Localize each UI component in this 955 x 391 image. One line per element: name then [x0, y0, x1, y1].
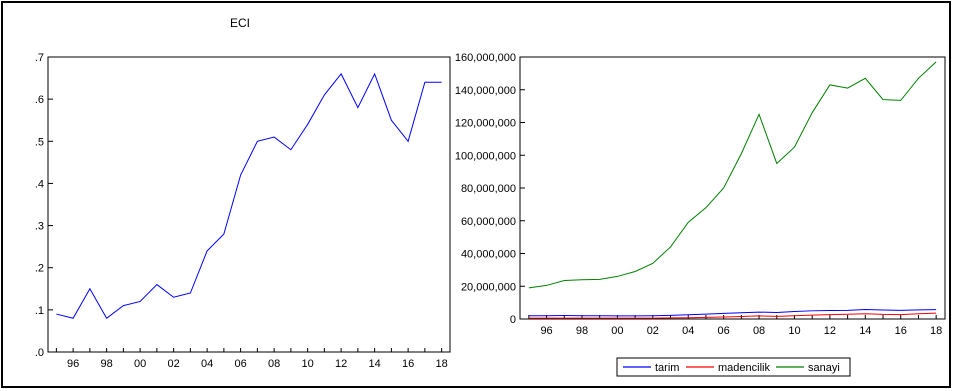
y-tick-label: .4	[35, 178, 44, 190]
y-tick-label: .6	[35, 94, 44, 106]
x-tick-label: 12	[335, 358, 347, 370]
sector-legend: tarim madencilik sanayi	[616, 357, 851, 377]
x-tick-label: 12	[824, 325, 836, 337]
eci-chart-title: ECI	[230, 16, 250, 30]
y-tick-label: .3	[35, 221, 44, 233]
x-tick-label: 04	[682, 325, 694, 337]
y-tick-label: .0	[35, 347, 44, 359]
legend-label-tarim: tarim	[655, 362, 679, 374]
y-tick-label: 140,000,000	[455, 85, 516, 97]
x-tick-label: 08	[268, 358, 280, 370]
x-tick-label: 96	[540, 325, 552, 337]
y-tick-label: 120,000,000	[455, 118, 516, 130]
x-tick-label: 00	[611, 325, 623, 337]
y-tick-label: 160,000,000	[455, 52, 516, 64]
x-tick-label: 00	[134, 358, 146, 370]
x-tick-label: 08	[753, 325, 765, 337]
series-line-eci	[56, 72, 442, 320]
y-tick-label: .2	[35, 263, 44, 275]
x-tick-label: 16	[895, 325, 907, 337]
y-tick-label: 80,000,000	[461, 183, 516, 195]
x-tick-label: 18	[436, 358, 448, 370]
y-tick-label: 20,000,000	[461, 281, 516, 293]
series-line-sanayi	[528, 61, 937, 289]
eci-plot-area	[47, 56, 451, 353]
x-tick-label: 16	[402, 358, 414, 370]
series-line-madencilik	[528, 312, 937, 319]
x-tick-label: 98	[576, 325, 588, 337]
x-tick-label: 02	[168, 358, 180, 370]
y-tick-label: .5	[35, 136, 44, 148]
y-tick-label: 100,000,000	[455, 150, 516, 162]
x-tick-label: 14	[369, 358, 381, 370]
y-tick-label: 0	[510, 314, 516, 326]
y-tick-label: 40,000,000	[461, 249, 516, 261]
x-tick-label: 06	[718, 325, 730, 337]
eci-chart: ECI .0 .1 .2 .3 .4 .5 .6 .7 96 98 00 02 04 06 08 10 12 1…	[35, 16, 451, 370]
legend-box	[616, 357, 851, 377]
y-tick-label: .1	[35, 305, 44, 317]
x-tick-label: 18	[930, 325, 942, 337]
legend-label-sanayi: sanayi	[808, 362, 840, 374]
y-tick-label: .7	[35, 52, 44, 64]
x-tick-label: 14	[859, 325, 871, 337]
y-tick-label: 60,000,000	[461, 216, 516, 228]
x-tick-label: 02	[647, 325, 659, 337]
x-tick-label: 10	[302, 358, 314, 370]
x-tick-label: 04	[201, 358, 213, 370]
x-tick-label: 96	[67, 358, 79, 370]
x-tick-label: 98	[101, 358, 113, 370]
series-line-tarim	[528, 309, 937, 317]
sector-chart: 0 20,000,000 40,000,000 60,000,000 80,000,00…	[455, 52, 946, 377]
x-tick-label: 10	[788, 325, 800, 337]
legend-label-madencilik: madencilik	[718, 362, 770, 374]
x-tick-label: 06	[235, 358, 247, 370]
